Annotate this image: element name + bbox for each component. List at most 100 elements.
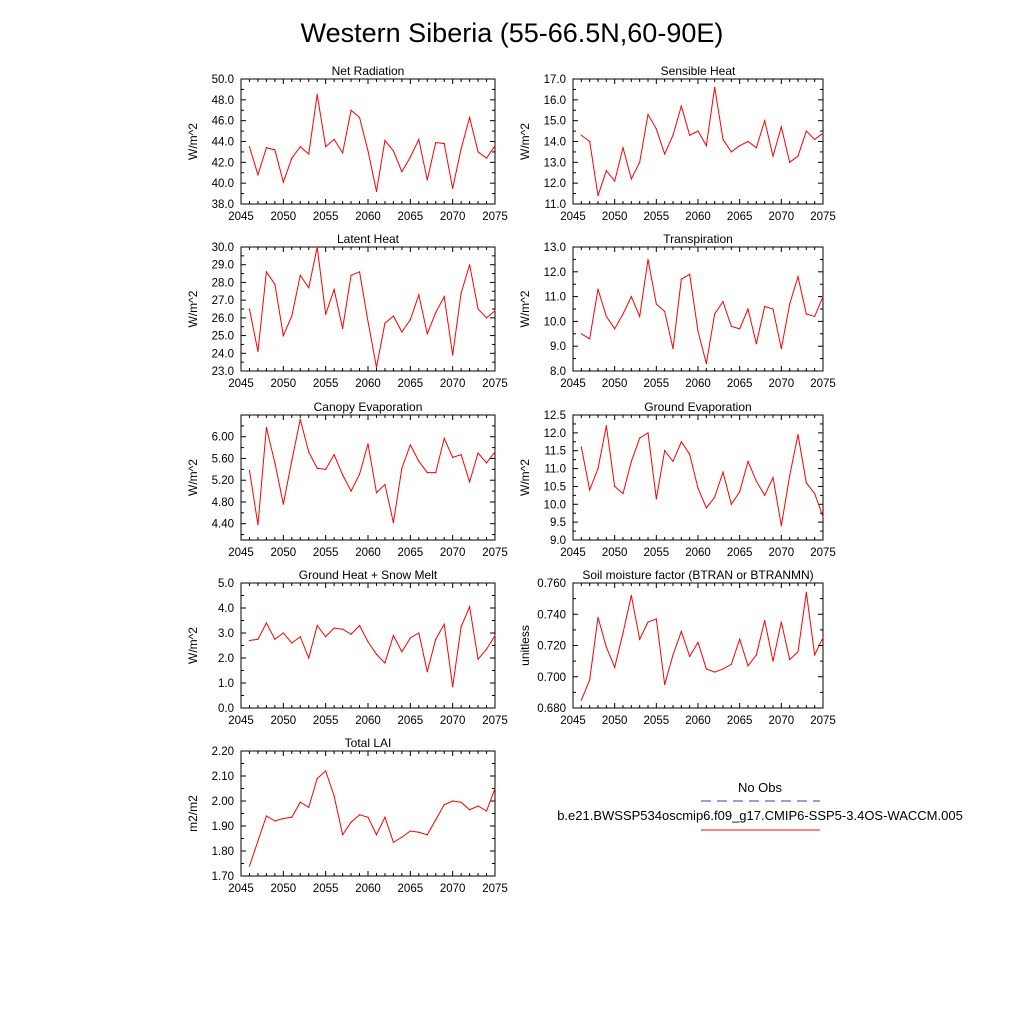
data-point	[797, 651, 799, 653]
data-point	[316, 777, 318, 780]
data-point	[772, 308, 774, 310]
x-tick-label: 2065	[398, 378, 424, 390]
data-point	[384, 139, 386, 142]
data-point	[805, 482, 807, 484]
data-point	[435, 819, 437, 821]
y-tick-label: 44.0	[212, 137, 234, 149]
data-point	[248, 308, 251, 310]
data-point	[291, 642, 293, 644]
y-tick-label: 48.0	[212, 95, 234, 107]
data-point	[375, 653, 378, 655]
data-point	[705, 507, 707, 509]
data-point	[655, 303, 657, 305]
data-point	[797, 434, 799, 436]
data-point	[622, 632, 624, 634]
data-point	[333, 288, 335, 291]
data-point	[730, 503, 732, 505]
data-point	[647, 621, 649, 623]
panel-canopy-evaporation: Canopy Evaporation 2045 2050 2055 2060 2065 20…	[186, 400, 508, 559]
data-point	[392, 150, 394, 152]
panel-total-lai: Total LAI 2045 2050 2055 2060 2065 2070 2075 1.7…	[186, 736, 508, 895]
data-point	[460, 626, 462, 628]
data-point	[672, 134, 674, 136]
x-tick-label: 2055	[644, 715, 670, 727]
data-point	[789, 303, 791, 305]
y-tick-label: 11.0	[544, 464, 566, 476]
plot-frame-canopy-evaporation	[240, 414, 496, 541]
data-point	[597, 616, 599, 618]
y-axis-label-sensible-heat: W/m^2	[518, 123, 532, 160]
y-tick-label: 4.80	[212, 497, 234, 509]
plot-frame-transpiration	[572, 246, 824, 372]
data-point	[689, 273, 691, 275]
x-tick-label: 2055	[313, 211, 339, 223]
x-tick-label: 2075	[482, 883, 508, 895]
data-point	[714, 313, 716, 315]
data-point	[630, 296, 632, 298]
panel-transpiration: Transpiration 2045 2050 2055 2060 2065 2070 207…	[518, 232, 836, 390]
data-point	[789, 161, 791, 163]
x-tick-label: 2050	[271, 211, 297, 223]
data-point	[291, 315, 293, 317]
panel-ground-heat-snow-melt: Ground Heat + Snow Melt 2045 2050 2055 2060 2…	[186, 568, 508, 727]
data-point	[639, 638, 641, 640]
data-point	[697, 487, 699, 489]
data-point	[350, 633, 352, 635]
y-tick-label: 2.20	[212, 746, 234, 758]
data-point	[714, 496, 716, 498]
data-point	[805, 591, 807, 593]
data-point	[265, 271, 267, 273]
data-point	[375, 834, 378, 836]
y-tick-label: 13.0	[544, 157, 566, 169]
x-tick-label: 2050	[271, 378, 297, 390]
data-point	[409, 156, 411, 158]
data-point	[367, 320, 369, 322]
data-point	[605, 425, 607, 427]
x-tick-label: 2070	[440, 211, 466, 223]
data-point	[308, 451, 310, 453]
y-axis-label-canopy-evaporation: W/m^2	[186, 459, 200, 496]
panel-title-net-radiation: Net Radiation	[332, 64, 405, 78]
x-tick-label: 2065	[727, 378, 753, 390]
series-line-sensible-heat	[581, 87, 824, 196]
data-point	[367, 641, 369, 643]
y-axis-label-latent-heat: W/m^2	[186, 290, 200, 327]
data-point	[248, 146, 251, 148]
y-tick-label: 3.0	[218, 628, 234, 640]
y-tick-label: 12.0	[544, 178, 566, 190]
data-point	[308, 657, 310, 659]
y-tick-label: 12.0	[544, 428, 566, 440]
plot-frame-sensible-heat	[572, 78, 824, 205]
x-tick-label: 2055	[313, 378, 339, 390]
data-point	[622, 492, 624, 495]
data-point	[452, 800, 454, 802]
data-point	[418, 831, 420, 833]
plot-frame-ground-evaporation	[572, 414, 824, 541]
data-point	[764, 305, 766, 308]
y-tick-label: 11.0	[544, 199, 566, 211]
data-point	[469, 116, 471, 119]
data-point	[705, 668, 707, 670]
panel-net-radiation: Net Radiation 2045 2050 2055 2060 2065 2070 207…	[186, 64, 508, 223]
data-point	[384, 816, 386, 818]
data-point	[367, 150, 369, 152]
x-tick-label: 2065	[727, 715, 753, 727]
series-line-soil-moisture-factor-btran-or-btranmn	[580, 592, 824, 701]
data-point	[805, 130, 807, 132]
data-point	[739, 491, 741, 493]
data-point	[282, 817, 284, 820]
data-point	[697, 330, 699, 332]
x-tick-label: 2045	[228, 715, 254, 727]
data-point	[435, 311, 437, 314]
y-tick-label: 5.0	[218, 578, 234, 590]
panel-title-sensible-heat: Sensible Heat	[661, 64, 736, 78]
data-point	[797, 155, 799, 157]
data-point	[308, 153, 310, 155]
y-tick-label: 0.0	[218, 703, 234, 715]
data-point	[426, 472, 428, 474]
x-tick-label: 2075	[810, 547, 836, 559]
data-point	[409, 319, 411, 321]
x-tick-label: 2050	[602, 211, 628, 223]
data-point	[714, 86, 716, 88]
data-point	[697, 130, 699, 132]
